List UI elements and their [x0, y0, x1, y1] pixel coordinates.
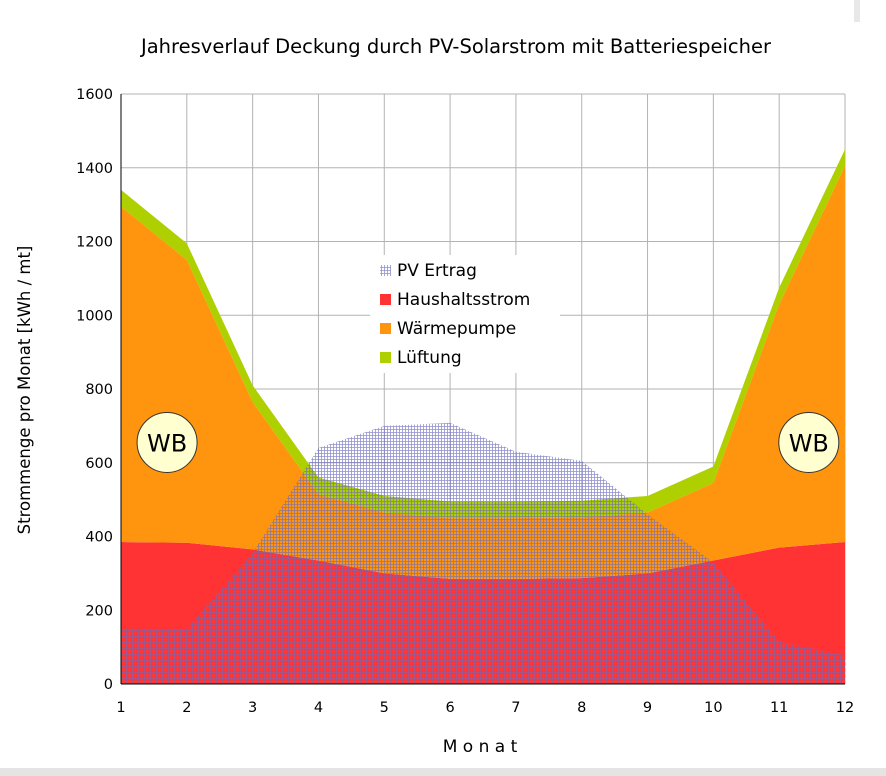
- legend-swatch: [380, 323, 391, 334]
- annotation-badge: WB: [136, 411, 198, 473]
- annotations: WB WB: [136, 411, 840, 473]
- axes: [120, 94, 845, 685]
- legend-background: [370, 255, 560, 373]
- legend-label: PV Ertrag: [397, 261, 477, 281]
- annotation-badge: WB: [778, 411, 840, 473]
- legend-swatch: [380, 352, 391, 363]
- x-tick-label: 6: [445, 700, 454, 716]
- window-edge-mark: [854, 0, 860, 22]
- legend[interactable]: PV Ertrag Haushaltsstrom Wärmepumpe Lüftung: [370, 255, 560, 373]
- legend-item[interactable]: Haushaltsstrom: [380, 290, 530, 310]
- y-tick-label: 1400: [76, 161, 113, 177]
- x-tick-label: 2: [182, 700, 191, 716]
- x-tick-label: 7: [511, 700, 520, 716]
- legend-label: Lüftung: [397, 348, 462, 368]
- x-tick-label: 11: [770, 700, 788, 716]
- y-tick-label: 600: [85, 456, 113, 472]
- x-tick-label: 3: [248, 700, 257, 716]
- x-tick-label: 5: [380, 700, 389, 716]
- area-layers: [121, 149, 845, 684]
- y-tick-label: 200: [85, 603, 113, 619]
- legend-swatch: [380, 294, 391, 305]
- legend-item[interactable]: PV Ertrag: [380, 261, 477, 281]
- x-axis-label: M o n a t: [443, 737, 518, 757]
- window-bottom-bar: [0, 768, 886, 776]
- annotation-circle: [136, 411, 198, 473]
- x-tick-label: 4: [314, 700, 323, 716]
- annotation-circle: [778, 411, 840, 473]
- annotation-label: WB: [789, 429, 829, 457]
- annotation-label: WB: [147, 429, 187, 457]
- legend-label: Wärmepumpe: [397, 319, 516, 339]
- legend-swatch: [380, 265, 391, 276]
- legend-label: Haushaltsstrom: [397, 290, 530, 310]
- area-pv-ertrag: [121, 422, 845, 684]
- x-tick-label: 1: [116, 700, 125, 716]
- y-tick-label: 0: [104, 677, 113, 693]
- y-tick-label: 800: [85, 382, 113, 398]
- legend-item[interactable]: Lüftung: [380, 348, 462, 368]
- y-tick-label: 400: [85, 530, 113, 546]
- y-tick-label: 1600: [76, 87, 113, 103]
- y-tick-label: 1200: [76, 235, 113, 251]
- x-tick-label: 8: [577, 700, 586, 716]
- y-tick-label: 1000: [76, 308, 113, 324]
- chart-title: Jahresverlauf Deckung durch PV-Solarstro…: [139, 35, 772, 58]
- legend-item[interactable]: Wärmepumpe: [380, 319, 516, 339]
- y-axis-label: Strommenge pro Monat [kWh / mt]: [15, 246, 34, 535]
- x-tick-label: 9: [643, 700, 652, 716]
- x-tick-label: 12: [836, 700, 854, 716]
- x-tick-label: 10: [704, 700, 722, 716]
